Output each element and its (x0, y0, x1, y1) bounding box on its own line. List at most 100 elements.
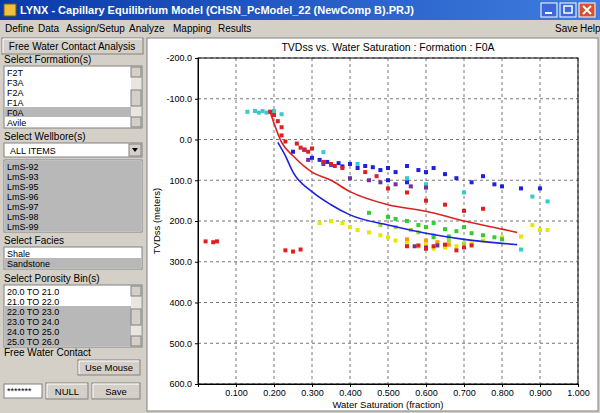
scroll-down[interactable] (131, 117, 141, 127)
window-button[interactable] (579, 3, 595, 17)
selected-row[interactable] (5, 107, 131, 117)
menu-item[interactable]: Define (5, 23, 34, 34)
list-item[interactable]: F3A (7, 78, 24, 88)
scrollbar[interactable] (131, 286, 141, 346)
list-item[interactable]: 20.0 TO 21.0 (7, 287, 59, 297)
tab-label[interactable]: Free Water Contact Analysis (9, 41, 135, 52)
window-button[interactable] (541, 3, 557, 17)
list-item[interactable]: LmS-92 (7, 162, 39, 172)
selected-row[interactable] (5, 211, 141, 221)
selected-row[interactable] (5, 171, 141, 181)
selected-row[interactable] (5, 181, 141, 191)
data-point (325, 160, 329, 164)
list-item[interactable]: Shale (7, 249, 30, 259)
use-mouse-button[interactable] (78, 360, 140, 375)
button-label[interactable]: Save (105, 386, 127, 397)
scroll-thumb[interactable] (131, 90, 141, 106)
list-item[interactable]: LmS-95 (7, 182, 39, 192)
scroll-down[interactable] (131, 336, 141, 346)
menu-item[interactable]: Results (218, 23, 251, 34)
list-item[interactable]: LmS-98 (7, 212, 39, 222)
list-item[interactable]: F2A (7, 88, 24, 98)
data-point (470, 243, 474, 247)
x-tick: 0.600 (415, 384, 438, 398)
dropdown-value[interactable]: ALL ITEMS (10, 146, 56, 156)
dropdown[interactable] (4, 143, 142, 157)
selected-row[interactable] (5, 221, 141, 231)
selected-row[interactable] (5, 191, 141, 201)
text-input[interactable] (4, 384, 42, 398)
x-tick: 0.700 (453, 384, 476, 398)
data-point (261, 109, 265, 113)
list-item[interactable]: F0A (7, 108, 24, 118)
data-point (424, 225, 428, 229)
data-point (329, 163, 333, 167)
list-item[interactable]: F1A (7, 98, 24, 108)
window-button[interactable] (560, 3, 576, 17)
data-point (356, 162, 360, 166)
data-point (348, 225, 352, 229)
selected-row[interactable] (5, 258, 141, 268)
data-point (424, 247, 428, 251)
x-tick-mark (464, 384, 465, 387)
list-item[interactable]: 21.0 TO 22.0 (7, 297, 59, 307)
data-point (378, 168, 382, 172)
list-item[interactable]: LmS-99 (7, 222, 39, 232)
scroll-up[interactable] (131, 286, 141, 296)
menu-item[interactable]: Assign/Setup (66, 23, 125, 34)
data-point (245, 110, 249, 114)
dropdown-button[interactable] (129, 144, 141, 156)
menu-item[interactable]: Help (580, 23, 600, 34)
list-item[interactable]: LmS-96 (7, 192, 39, 202)
y-tick-label: 400.0 (169, 298, 192, 308)
menu-item[interactable]: Data (38, 23, 60, 34)
data-point (386, 186, 390, 190)
menu-item[interactable]: Analyze (129, 23, 165, 34)
x-tick-mark (236, 384, 237, 387)
button-label[interactable]: NULL (55, 386, 79, 397)
scroll-thumb[interactable] (131, 309, 141, 325)
data-point (416, 244, 420, 248)
save-button[interactable] (92, 383, 140, 399)
button-label[interactable]: Use Mouse (85, 362, 133, 373)
selected-row[interactable] (5, 161, 141, 171)
data-point (386, 215, 390, 219)
data-point (492, 182, 496, 186)
null-button[interactable] (46, 383, 88, 399)
data-point (348, 162, 352, 166)
y-tick-mark (195, 221, 198, 222)
input-value[interactable]: ******* (7, 386, 32, 396)
data-point (462, 190, 466, 194)
selected-row[interactable] (5, 306, 131, 316)
list-item[interactable]: 22.0 TO 23.0 (7, 307, 59, 317)
data-point (302, 148, 306, 152)
list-item[interactable]: 25.0 TO 26.0 (7, 337, 59, 347)
scrollbar[interactable] (131, 67, 141, 127)
data-point (432, 221, 436, 225)
list-item[interactable]: 24.0 TO 25.0 (7, 327, 59, 337)
maximize-icon (564, 6, 572, 13)
tab-button[interactable] (2, 38, 143, 54)
list-box (4, 285, 142, 347)
data-point (424, 199, 428, 203)
selected-row[interactable] (5, 316, 131, 326)
list-item[interactable]: Avile (7, 118, 26, 128)
data-point (257, 111, 261, 115)
list-item[interactable]: Sandstone (7, 259, 50, 269)
list-item[interactable]: F2T (7, 68, 24, 78)
selected-row[interactable] (5, 336, 131, 346)
button-highlight (93, 384, 139, 398)
selected-row[interactable] (5, 201, 141, 211)
scroll-up[interactable] (131, 67, 141, 77)
menu-item[interactable]: Mapping (173, 23, 211, 34)
list-item[interactable]: LmS-93 (7, 172, 39, 182)
y-tick: 300.0 (169, 257, 198, 267)
menu-item[interactable]: Save (555, 23, 578, 34)
list-item[interactable]: 23.0 TO 24.0 (7, 317, 59, 327)
data-point (443, 203, 447, 207)
y-axis-title: TVDss (meters) (151, 188, 162, 255)
data-point (405, 164, 409, 168)
selected-row[interactable] (5, 326, 131, 336)
data-point (264, 111, 268, 115)
list-item[interactable]: LmS-97 (7, 202, 39, 212)
